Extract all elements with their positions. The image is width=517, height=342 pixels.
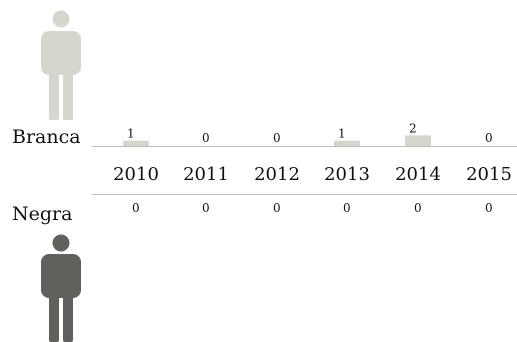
chart-marks: 1 2010 0 0 2011 0 0 2012 0 1 2013 0 2 2014 0 0 2015 0 (92, 121, 517, 215)
bar-branca-2010 (123, 140, 149, 146)
label-branca: Branca (12, 126, 81, 148)
value-branca-2015: 0 (485, 131, 493, 145)
value-negra-2011: 0 (202, 201, 210, 215)
bar-branca-2014 (405, 135, 431, 146)
value-negra-2013: 0 (343, 201, 351, 215)
value-branca-2013: 1 (338, 127, 346, 141)
tick-2012: 2012 (254, 164, 300, 185)
value-branca-2010: 1 (127, 127, 135, 141)
person-icon-branca (41, 10, 81, 120)
tick-2010: 2010 (113, 164, 159, 185)
value-negra-2014: 0 (414, 201, 422, 215)
value-branca-2014: 2 (409, 121, 417, 135)
value-branca-2011: 0 (202, 131, 210, 145)
label-negra: Negra (12, 203, 73, 225)
tick-2014: 2014 (395, 164, 441, 185)
tick-2011: 2011 (183, 164, 229, 185)
bar-branca-2013 (334, 140, 360, 146)
person-icon-negra (41, 234, 81, 342)
value-negra-2015: 0 (485, 201, 493, 215)
value-branca-2012: 0 (273, 131, 281, 145)
value-negra-2012: 0 (273, 201, 281, 215)
tick-2013: 2013 (324, 164, 370, 185)
tick-2015: 2015 (466, 164, 512, 185)
value-negra-2010: 0 (132, 201, 140, 215)
